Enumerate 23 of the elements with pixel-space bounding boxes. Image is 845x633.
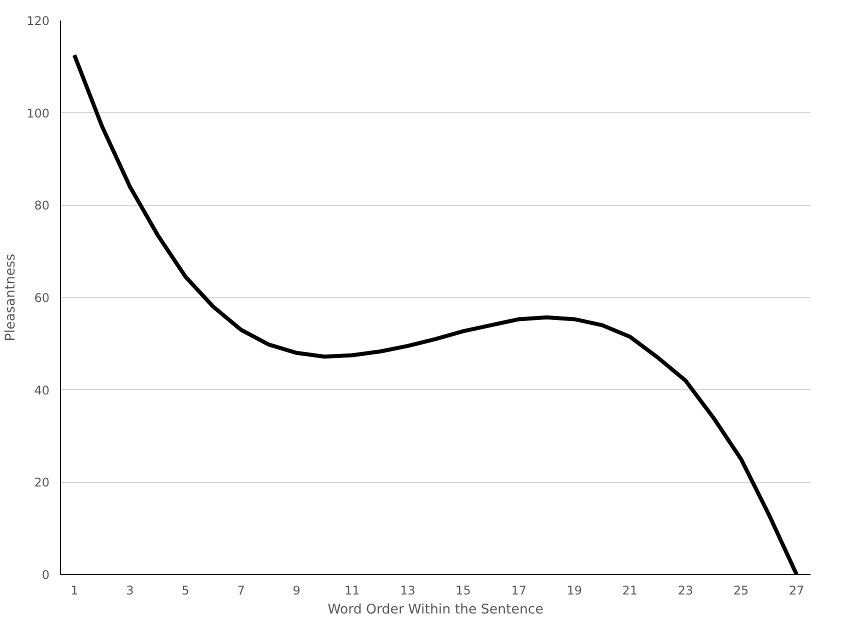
x-tick-label: 9 <box>292 584 300 598</box>
x-tick-label: 25 <box>733 584 749 598</box>
x-tick-label: 21 <box>622 584 638 598</box>
y-tick-label: 80 <box>34 198 50 213</box>
x-tick-label: 1 <box>70 584 78 598</box>
x-tick-label: 11 <box>344 584 360 598</box>
y-tick-label: 100 <box>26 106 50 120</box>
x-tick-label: 23 <box>678 584 694 598</box>
y-axis-title: Pleasantness <box>4 254 19 342</box>
x-axis-title: Word Order Within the Sentence <box>328 602 544 618</box>
y-tick-label: 60 <box>34 291 50 305</box>
x-tick-label: 3 <box>126 584 134 598</box>
x-tick-label: 13 <box>400 584 416 598</box>
x-tick-label: 17 <box>511 584 526 598</box>
y-tick-label: 120 <box>26 14 50 28</box>
x-tick-label: 15 <box>456 584 471 598</box>
x-tick-label: 7 <box>237 584 245 598</box>
y-tick-label: 0 <box>42 568 50 582</box>
x-tick-label: 27 <box>788 584 804 598</box>
x-tick-label: 5 <box>182 584 190 598</box>
y-tick-label: 20 <box>34 476 50 490</box>
x-tick-label: 19 <box>566 584 582 598</box>
y-tick-label: 40 <box>34 383 50 398</box>
